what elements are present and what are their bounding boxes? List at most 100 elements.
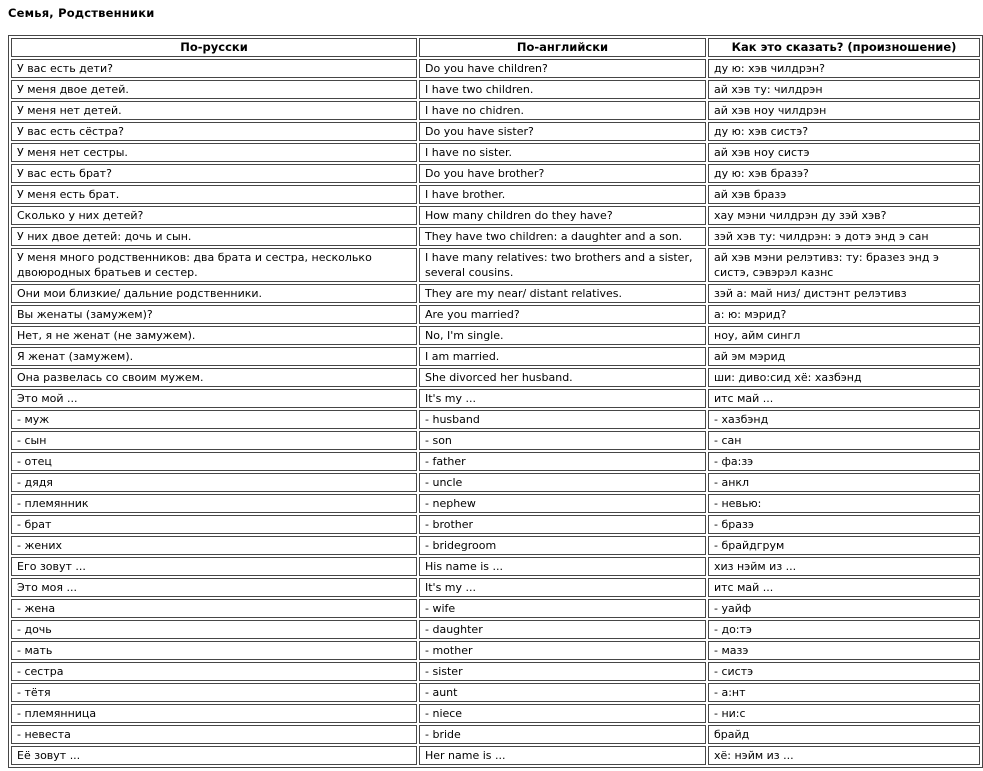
cell-english: - bride	[419, 725, 706, 744]
cell-english: She divorced her husband.	[419, 368, 706, 387]
table-row: У вас есть брат? Do you have brother? ду ю…	[11, 164, 980, 183]
cell-russian: У вас есть дети?	[11, 59, 417, 78]
cell-russian: Она развелась со своим мужем.	[11, 368, 417, 387]
cell-english: I have no chidren.	[419, 101, 706, 120]
table-row: Они мои близкие/ дальние родственники. Th…	[11, 284, 980, 303]
cell-russian: Это моя ...	[11, 578, 417, 597]
table-row: - невеста - bride брайд	[11, 725, 980, 744]
table-row: - племянник - nephew - невью:	[11, 494, 980, 513]
cell-pronunciation: - невью:	[708, 494, 980, 513]
cell-pronunciation: ду ю: хэв чилдрэн?	[708, 59, 980, 78]
cell-russian: - сын	[11, 431, 417, 450]
cell-russian: - дядя	[11, 473, 417, 492]
cell-russian: Они мои близкие/ дальние родственники.	[11, 284, 417, 303]
cell-english: - son	[419, 431, 706, 450]
cell-pronunciation: - мазэ	[708, 641, 980, 660]
cell-russian: Нет, я не женат (не замужем).	[11, 326, 417, 345]
cell-russian: У вас есть брат?	[11, 164, 417, 183]
cell-pronunciation: хиз нэйм из ...	[708, 557, 980, 576]
cell-pronunciation: а: ю: мэрид?	[708, 305, 980, 324]
cell-pronunciation: ай хэв мэни релэтивз: ту: бразез энд э с…	[708, 248, 980, 282]
cell-english: No, I'm single.	[419, 326, 706, 345]
cell-english: Her name is ...	[419, 746, 706, 765]
cell-russian: Сколько у них детей?	[11, 206, 417, 225]
table-row: Нет, я не женат (не замужем). No, I'm sin…	[11, 326, 980, 345]
cell-english: - wife	[419, 599, 706, 618]
cell-pronunciation: ай хэв ноу систэ	[708, 143, 980, 162]
cell-russian: - брат	[11, 515, 417, 534]
cell-pronunciation: итс май ...	[708, 578, 980, 597]
cell-english: I am married.	[419, 347, 706, 366]
cell-pronunciation: ай хэв бразэ	[708, 185, 980, 204]
cell-russian: - племянница	[11, 704, 417, 723]
cell-pronunciation: - фа:зэ	[708, 452, 980, 471]
cell-english: I have brother.	[419, 185, 706, 204]
cell-english: - nephew	[419, 494, 706, 513]
table-row: У меня нет сестры. I have no sister. ай хэ…	[11, 143, 980, 162]
cell-pronunciation: - анкл	[708, 473, 980, 492]
header-row: По-русски По-английски Как это сказать? …	[11, 38, 980, 57]
column-header-pronunciation: Как это сказать? (произношение)	[708, 38, 980, 57]
table-row: У меня нет детей. I have no chidren. ай хэ…	[11, 101, 980, 120]
cell-english: - niece	[419, 704, 706, 723]
cell-russian: Я женат (замужем).	[11, 347, 417, 366]
cell-russian: У меня двое детей.	[11, 80, 417, 99]
table-row: Вы женаты (замужем)? Are you married? а: ю…	[11, 305, 980, 324]
table-row: - тётя - aunt - а:нт	[11, 683, 980, 702]
cell-russian: У меня нет детей.	[11, 101, 417, 120]
table-row: - жена - wife - уайф	[11, 599, 980, 618]
table-row: У них двое детей: дочь и сын. They have t…	[11, 227, 980, 246]
cell-english: They have two children: a daughter and a…	[419, 227, 706, 246]
cell-pronunciation: ай эм мэрид	[708, 347, 980, 366]
table-row: Её зовут ... Her name is ... хё: нэйм из .…	[11, 746, 980, 765]
cell-english: - brother	[419, 515, 706, 534]
cell-english: It's my ...	[419, 578, 706, 597]
cell-english: I have no sister.	[419, 143, 706, 162]
cell-pronunciation: - бразэ	[708, 515, 980, 534]
table-row: - брат - brother - бразэ	[11, 515, 980, 534]
table-row: - дядя - uncle - анкл	[11, 473, 980, 492]
cell-english: Do you have brother?	[419, 164, 706, 183]
table-row: У меня много родственников: два брата и …	[11, 248, 980, 282]
table-row: У меня есть брат. I have brother. ай хэв б…	[11, 185, 980, 204]
cell-pronunciation: - ни:с	[708, 704, 980, 723]
cell-english: Do you have sister?	[419, 122, 706, 141]
phrase-table-body: У вас есть дети? Do you have children? ду …	[11, 59, 980, 765]
cell-pronunciation: - а:нт	[708, 683, 980, 702]
table-row: Это мой ... It's my ... итс май ...	[11, 389, 980, 408]
column-header-english: По-английски	[419, 38, 706, 57]
cell-pronunciation: ноу, айм сингл	[708, 326, 980, 345]
table-row: - отец - father - фа:зэ	[11, 452, 980, 471]
cell-pronunciation: брайд	[708, 725, 980, 744]
column-header-russian: По-русски	[11, 38, 417, 57]
table-row: - дочь - daughter - до:тэ	[11, 620, 980, 639]
cell-english: His name is ...	[419, 557, 706, 576]
cell-pronunciation: итс май ...	[708, 389, 980, 408]
cell-russian: - сестра	[11, 662, 417, 681]
table-row: Я женат (замужем). I am married. ай эм мэр…	[11, 347, 980, 366]
cell-russian: - невеста	[11, 725, 417, 744]
cell-english: - aunt	[419, 683, 706, 702]
cell-english: Do you have children?	[419, 59, 706, 78]
table-row: У вас есть дети? Do you have children? ду …	[11, 59, 980, 78]
cell-pronunciation: ду ю: хэв бразэ?	[708, 164, 980, 183]
table-row: - сын - son - сан	[11, 431, 980, 450]
table-row: Это моя ... It's my ... итс май ...	[11, 578, 980, 597]
table-row: - сестра - sister - систэ	[11, 662, 980, 681]
table-row: Она развелась со своим мужем. She divorce…	[11, 368, 980, 387]
cell-russian: У меня нет сестры.	[11, 143, 417, 162]
cell-russian: - мать	[11, 641, 417, 660]
cell-pronunciation: - уайф	[708, 599, 980, 618]
table-row: - племянница - niece - ни:с	[11, 704, 980, 723]
cell-pronunciation: хё: нэйм из ...	[708, 746, 980, 765]
cell-pronunciation: ши: диво:сид хё: хазбэнд	[708, 368, 980, 387]
table-row: У меня двое детей. I have two children. ай…	[11, 80, 980, 99]
table-row: У вас есть сёстра? Do you have sister? ду …	[11, 122, 980, 141]
cell-pronunciation: зэй а: май низ/ дистэнт релэтивз	[708, 284, 980, 303]
page-title: Семья, Родственники	[8, 6, 155, 20]
cell-russian: - племянник	[11, 494, 417, 513]
cell-russian: - тётя	[11, 683, 417, 702]
table-row: Сколько у них детей? How many children do…	[11, 206, 980, 225]
phrase-table: По-русски По-английски Как это сказать? …	[8, 35, 983, 768]
cell-russian: - дочь	[11, 620, 417, 639]
